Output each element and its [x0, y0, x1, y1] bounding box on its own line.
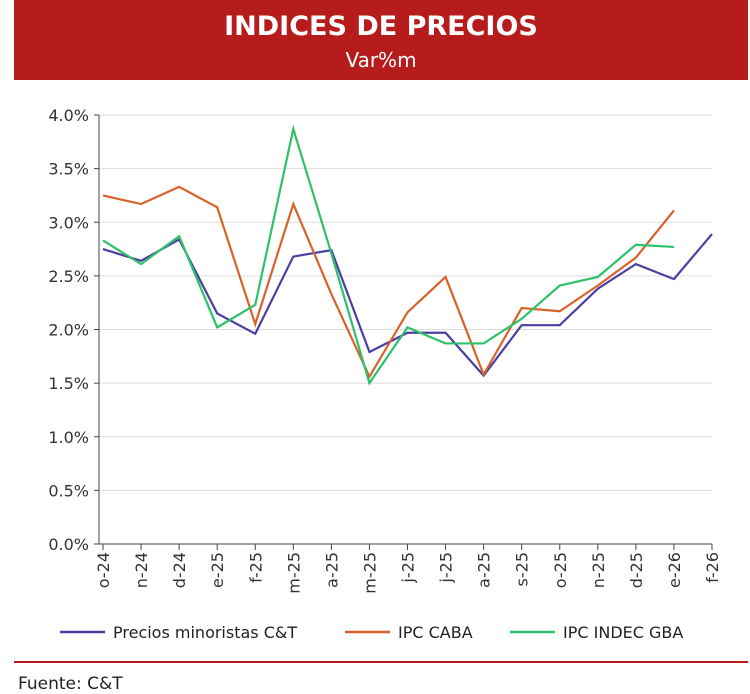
chart-subtitle: Var%m [345, 48, 417, 72]
y-tick-label: 3.5% [48, 160, 89, 179]
x-tick-label: a-25 [322, 552, 341, 588]
x-tick-label: o-24 [94, 552, 113, 588]
y-tick-label: 3.0% [48, 213, 89, 232]
x-tick-label: a-25 [475, 552, 494, 588]
y-tick-label: 2.5% [48, 267, 89, 286]
y-tick-label: 1.0% [48, 428, 89, 447]
x-tick-label: j-25 [437, 552, 456, 584]
x-tick-label: f-26 [703, 552, 722, 583]
legend-label: IPC CABA [398, 623, 473, 642]
x-tick-label: o-25 [551, 552, 570, 588]
series-line-0 [102, 233, 713, 378]
y-tick-label: 4.0% [48, 106, 89, 125]
y-tick-label: 0.0% [48, 535, 89, 554]
legend-label: IPC INDEC GBA [563, 623, 683, 642]
source-note: Fuente: C&T [18, 674, 123, 694]
x-tick-label: n-25 [589, 552, 608, 588]
chart-header: INDICES DE PRECIOS Var%m [14, 0, 748, 80]
x-tick-label: m-25 [360, 552, 379, 594]
series-line-2 [102, 124, 674, 386]
chart-title: INDICES DE PRECIOS [224, 11, 538, 42]
x-tick-label: d-24 [170, 552, 189, 588]
x-tick-label: m-25 [284, 552, 303, 594]
x-tick-label: f-25 [246, 552, 265, 583]
series-line-1 [102, 185, 675, 380]
x-tick-label: d-25 [627, 552, 646, 588]
legend-label: Precios minoristas C&T [113, 623, 297, 642]
x-tick-label: s-25 [513, 552, 532, 586]
x-tick-label: n-24 [132, 552, 151, 588]
footer-divider [14, 661, 748, 663]
y-tick-label: 1.5% [48, 374, 89, 393]
x-tick-label: e-25 [208, 552, 227, 588]
y-tick-label: 2.0% [48, 321, 89, 340]
x-tick-label: e-26 [665, 552, 684, 588]
x-tick-label: j-25 [399, 552, 418, 584]
y-tick-label: 0.5% [48, 481, 89, 500]
